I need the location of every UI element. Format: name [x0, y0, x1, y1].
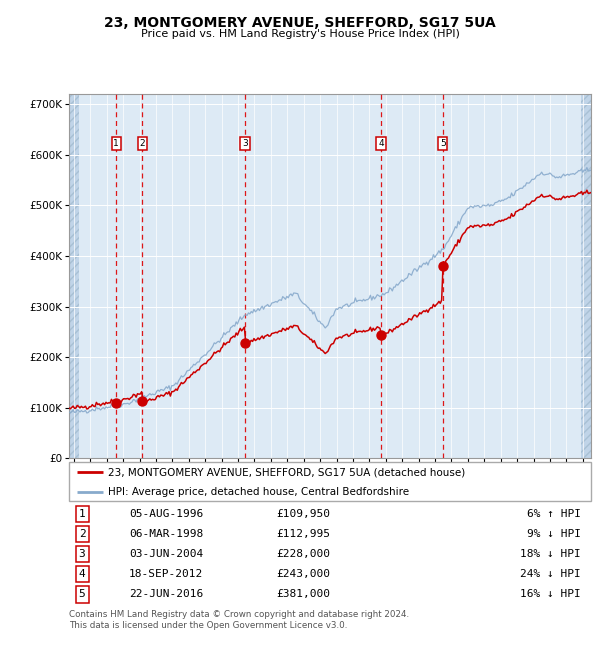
- Text: 3: 3: [79, 549, 85, 559]
- FancyBboxPatch shape: [69, 462, 591, 501]
- Text: 9% ↓ HPI: 9% ↓ HPI: [527, 529, 581, 539]
- Text: 4: 4: [378, 139, 384, 148]
- Text: 24% ↓ HPI: 24% ↓ HPI: [520, 569, 581, 579]
- Text: 05-AUG-1996: 05-AUG-1996: [129, 509, 203, 519]
- Polygon shape: [581, 94, 591, 458]
- Text: Price paid vs. HM Land Registry's House Price Index (HPI): Price paid vs. HM Land Registry's House …: [140, 29, 460, 38]
- Text: 22-JUN-2016: 22-JUN-2016: [129, 590, 203, 599]
- Text: 23, MONTGOMERY AVENUE, SHEFFORD, SG17 5UA (detached house): 23, MONTGOMERY AVENUE, SHEFFORD, SG17 5U…: [108, 467, 466, 477]
- Text: This data is licensed under the Open Government Licence v3.0.: This data is licensed under the Open Gov…: [69, 621, 347, 630]
- Text: £381,000: £381,000: [276, 590, 330, 599]
- Text: 1: 1: [79, 509, 85, 519]
- Text: 5: 5: [79, 590, 85, 599]
- Text: 03-JUN-2004: 03-JUN-2004: [129, 549, 203, 559]
- Text: 5: 5: [440, 139, 446, 148]
- Text: 18-SEP-2012: 18-SEP-2012: [129, 569, 203, 579]
- Text: £228,000: £228,000: [276, 549, 330, 559]
- Text: 3: 3: [242, 139, 248, 148]
- Text: 06-MAR-1998: 06-MAR-1998: [129, 529, 203, 539]
- Polygon shape: [69, 94, 79, 458]
- Text: 2: 2: [79, 529, 85, 539]
- Text: £243,000: £243,000: [276, 569, 330, 579]
- Text: 16% ↓ HPI: 16% ↓ HPI: [520, 590, 581, 599]
- Text: 4: 4: [79, 569, 85, 579]
- Text: 23, MONTGOMERY AVENUE, SHEFFORD, SG17 5UA: 23, MONTGOMERY AVENUE, SHEFFORD, SG17 5U…: [104, 16, 496, 31]
- Text: 6% ↑ HPI: 6% ↑ HPI: [527, 509, 581, 519]
- Text: £112,995: £112,995: [276, 529, 330, 539]
- Text: 18% ↓ HPI: 18% ↓ HPI: [520, 549, 581, 559]
- Text: 1: 1: [113, 139, 119, 148]
- Text: HPI: Average price, detached house, Central Bedfordshire: HPI: Average price, detached house, Cent…: [108, 487, 409, 497]
- Text: 2: 2: [140, 139, 145, 148]
- Text: Contains HM Land Registry data © Crown copyright and database right 2024.: Contains HM Land Registry data © Crown c…: [69, 610, 409, 619]
- Text: £109,950: £109,950: [276, 509, 330, 519]
